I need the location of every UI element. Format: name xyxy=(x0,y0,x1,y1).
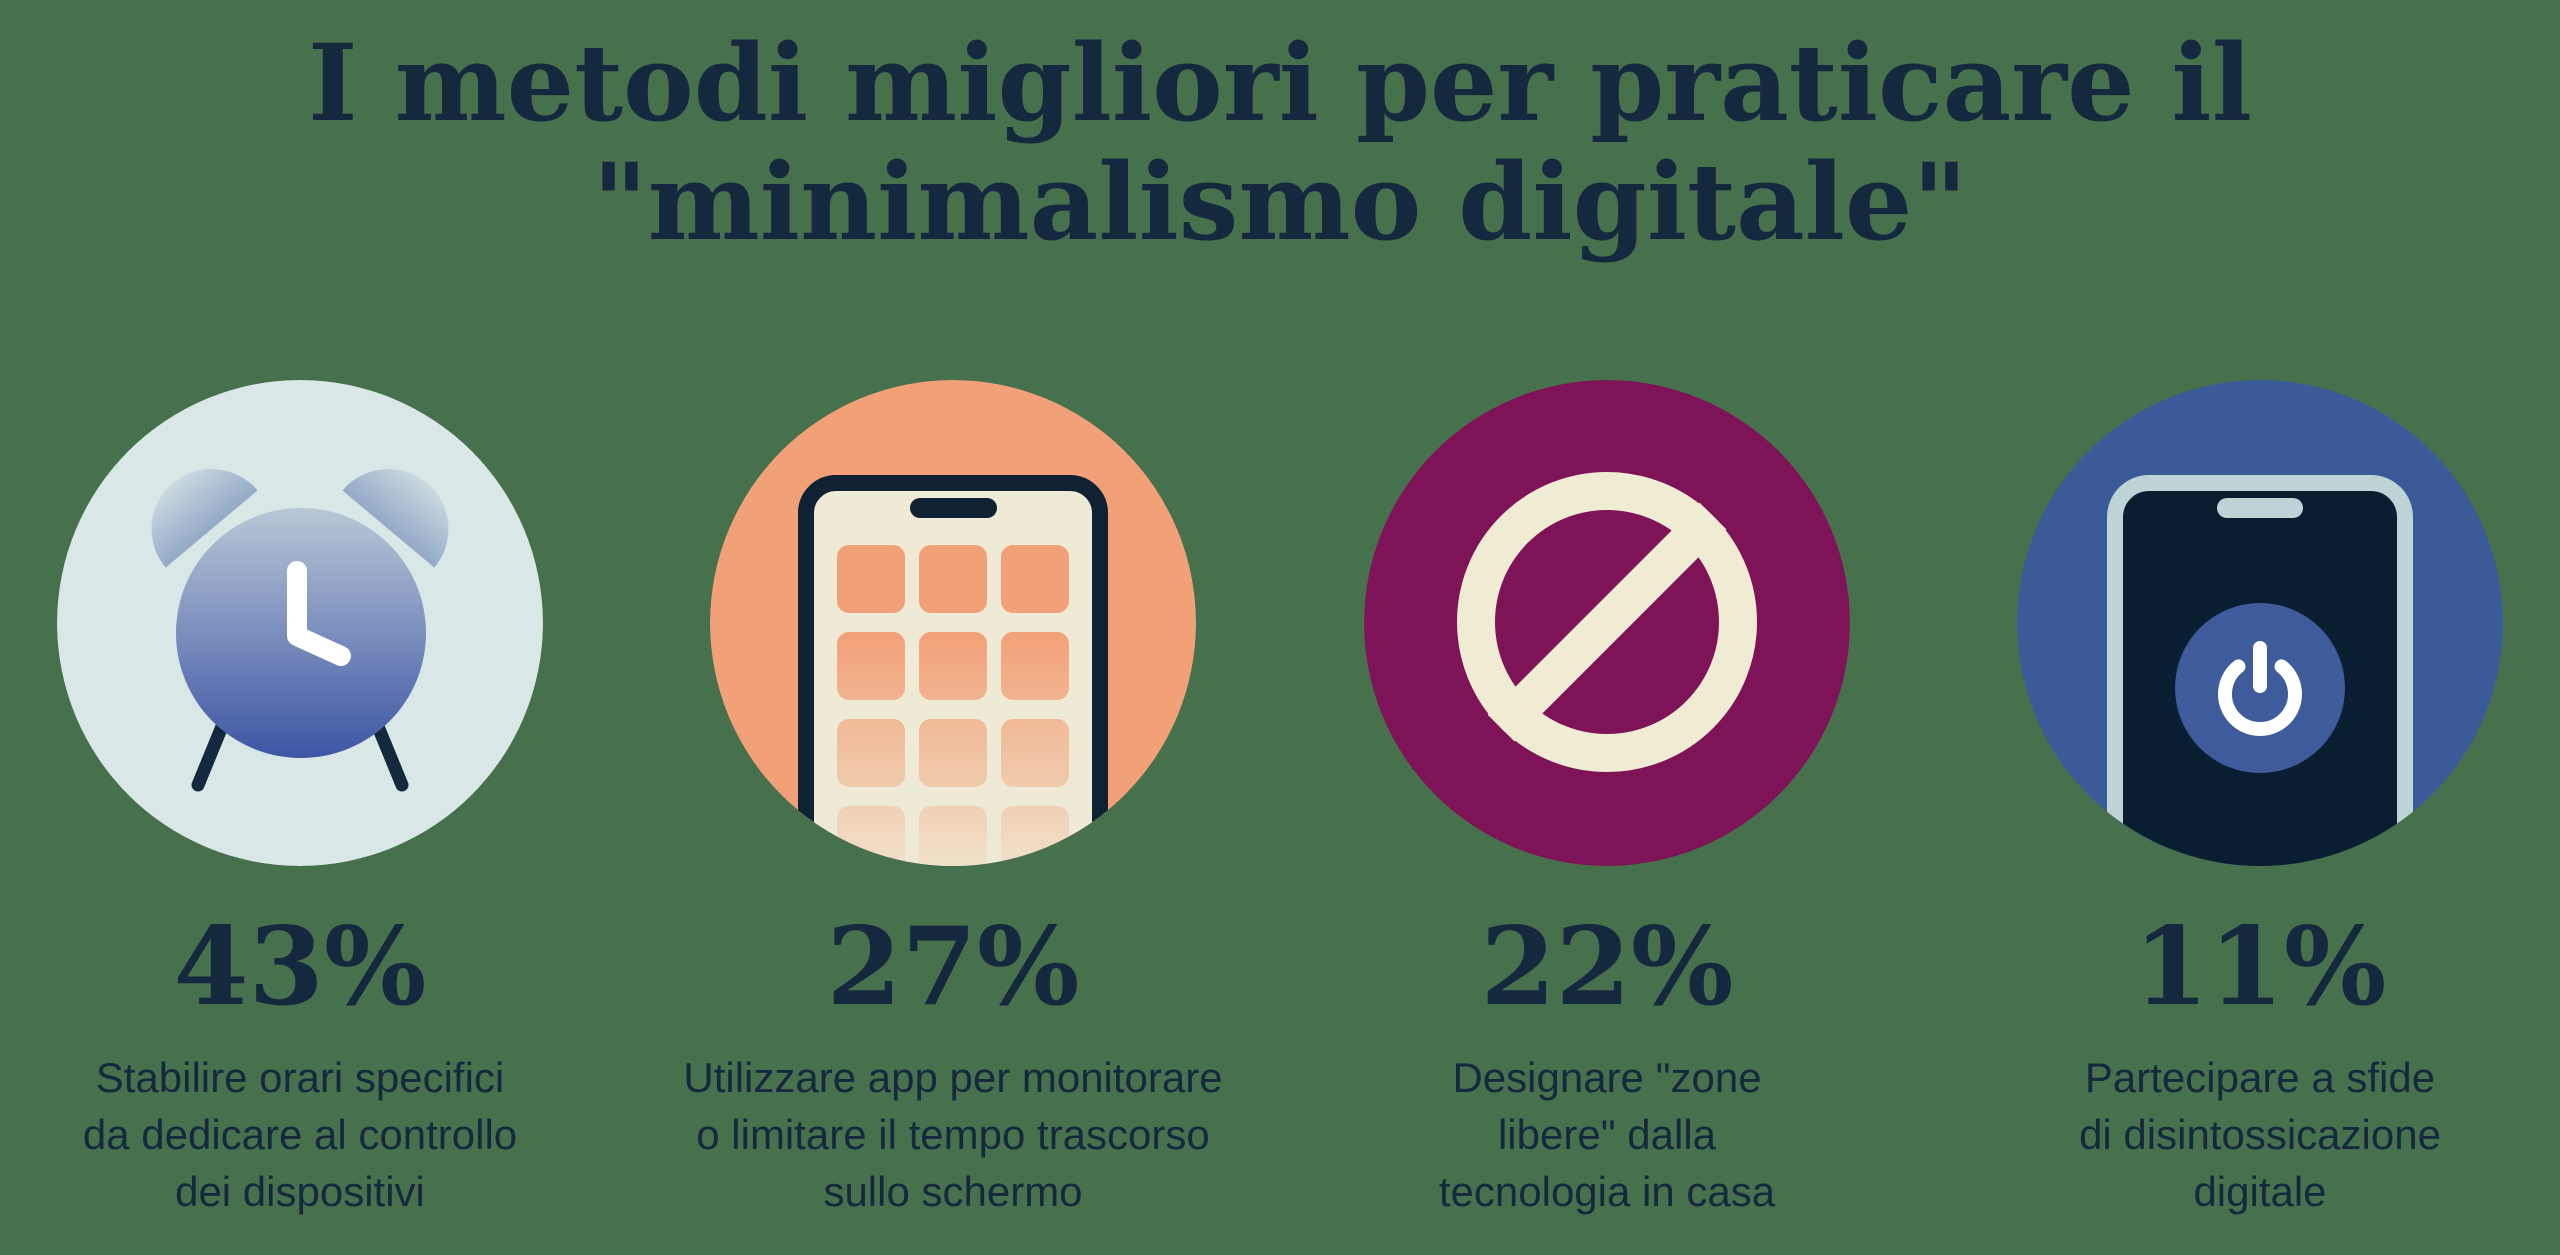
clock-leg-right xyxy=(370,717,409,792)
stat-percent: 11% xyxy=(2133,904,2387,1030)
alarm-clock-icon xyxy=(0,380,630,866)
stat-column-digital-detox: 11% Partecipare a sfide di disintossicaz… xyxy=(1930,380,2560,1220)
phone-power-icon xyxy=(1930,380,2560,866)
stat-column-set-schedules: 43% Stabilire orari specifici da dedicar… xyxy=(0,380,630,1220)
page-title: I metodi migliori per praticare il "mini… xyxy=(0,23,2560,264)
phone-notch xyxy=(2217,498,2303,518)
stat-caption-line: libere" dalla xyxy=(1497,1111,1717,1158)
phone-app-grid-icon-svg xyxy=(710,380,1196,866)
stat-caption-line: sullo schermo xyxy=(823,1168,1083,1215)
phone-power-icon-svg xyxy=(2017,380,2503,866)
clock-bell-right xyxy=(342,469,449,568)
prohibition-icon xyxy=(1277,380,1937,866)
stat-caption-line: da dedicare al controllo xyxy=(82,1111,518,1158)
clock-leg-left xyxy=(191,717,230,792)
stat-caption: Designare "zone libere" dalla tecnologia… xyxy=(1277,1049,1937,1220)
clock-bell-left xyxy=(151,469,258,568)
stat-percent: 22% xyxy=(1480,904,1734,1030)
stat-caption: Partecipare a sfide di disintossicazione… xyxy=(1930,1049,2560,1220)
stat-caption-line: Stabilire orari specifici xyxy=(95,1054,505,1101)
no-symbol-slash xyxy=(1487,502,1727,742)
prohibition-icon-svg xyxy=(1364,380,1850,866)
stat-percent: 43% xyxy=(173,904,427,1030)
stat-column-screen-time-apps: 27% Utilizzare app per monitorare o limi… xyxy=(623,380,1283,1220)
stat-caption-line: digitale xyxy=(2193,1168,2327,1215)
app-grid xyxy=(837,545,1069,866)
stat-percent: 27% xyxy=(826,904,1080,1030)
stat-caption-line: Designare "zone xyxy=(1452,1054,1762,1101)
page-title-line-1: I metodi migliori per praticare il xyxy=(308,20,2252,145)
alarm-clock-icon-svg xyxy=(57,380,543,866)
stat-caption: Stabilire orari specifici da dedicare al… xyxy=(0,1049,630,1220)
stat-caption-line: tecnologia in casa xyxy=(1438,1168,1776,1215)
clock-hands xyxy=(287,561,351,666)
page-title-line-2: "minimalismo digitale" xyxy=(592,138,1968,264)
stat-caption: Utilizzare app per monitorare o limitare… xyxy=(623,1049,1283,1220)
power-symbol-arc xyxy=(2218,659,2302,737)
no-symbol-ring xyxy=(1457,472,1757,772)
stat-column-tech-free-zones: 22% Designare "zone libere" dalla tecnol… xyxy=(1277,380,1937,1220)
stat-caption-line: o limitare il tempo trascorso xyxy=(696,1111,1210,1158)
stat-caption-line: dei dispositivi xyxy=(175,1168,425,1215)
phone-app-grid-icon xyxy=(623,380,1283,866)
phone-notch xyxy=(910,498,997,518)
stat-caption-line: Partecipare a sfide xyxy=(2084,1054,2436,1101)
stat-caption-line: Utilizzare app per monitorare xyxy=(683,1054,1223,1101)
stat-caption-line: di disintossicazione xyxy=(2079,1111,2441,1158)
